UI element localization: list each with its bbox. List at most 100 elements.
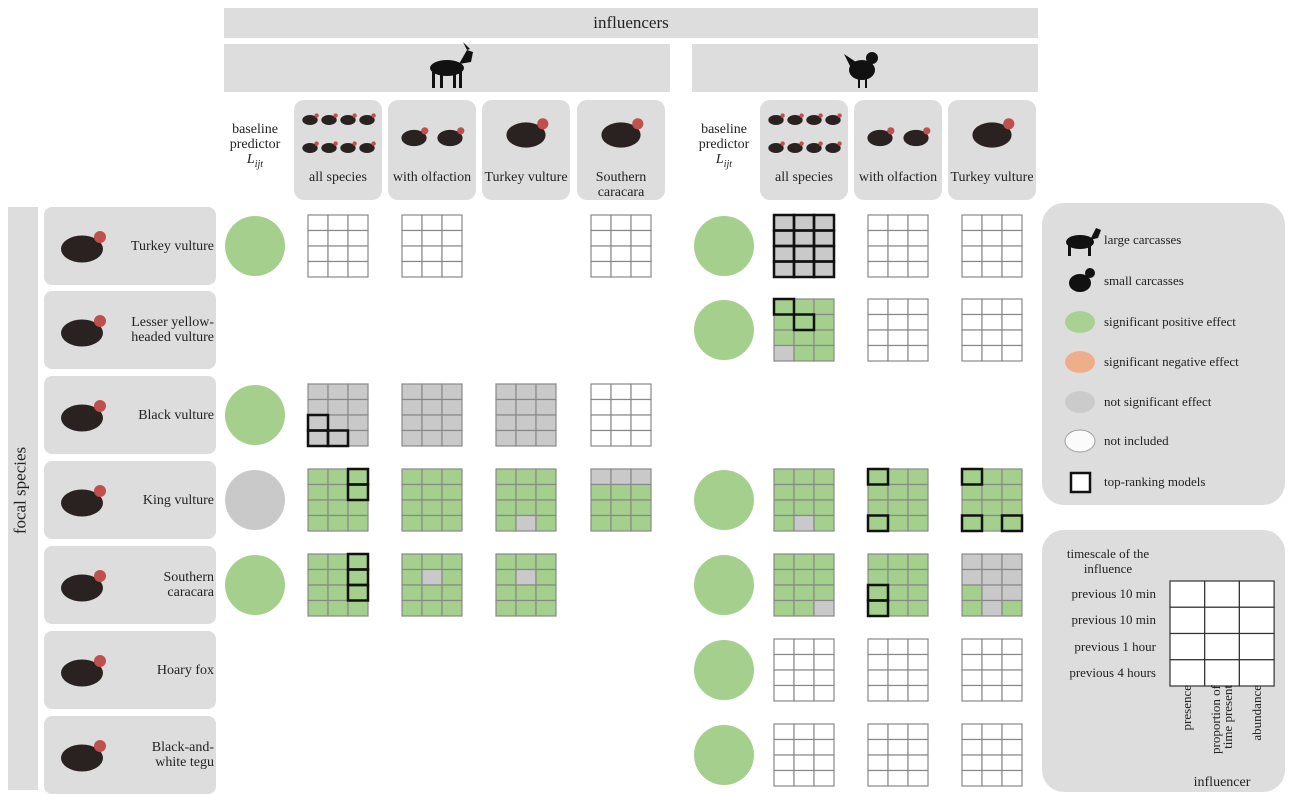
grid-cell (962, 655, 982, 671)
grid-cell (328, 215, 348, 231)
grid-cell (774, 299, 794, 315)
legend-label: significant positive effect (1104, 314, 1279, 329)
grid-cell (962, 215, 982, 231)
grid-cell (536, 554, 556, 570)
grid-cell (308, 431, 328, 447)
grid-cell (328, 485, 348, 501)
grid-cell (982, 771, 1002, 787)
grid-cell (402, 246, 422, 262)
column-box (482, 100, 570, 200)
grid-cell (348, 469, 368, 485)
grid-cell (442, 215, 462, 231)
grid-cell (774, 670, 794, 686)
grid-cell (888, 231, 908, 247)
photo-head (94, 740, 106, 752)
baseline-text: baseline predictor (215, 122, 295, 152)
grid-cell (516, 415, 536, 431)
grid-cell (868, 639, 888, 655)
photo-head (818, 141, 822, 145)
grid-cell (348, 415, 368, 431)
legend-icon (1065, 311, 1095, 333)
grid-cell (982, 601, 1002, 617)
grid-cell (982, 330, 1002, 346)
grid-cell (328, 400, 348, 416)
grid-cell (1002, 740, 1022, 756)
grid-cell (536, 585, 556, 601)
grid-cell (1002, 246, 1022, 262)
goat-leg (1088, 244, 1091, 256)
grid-cell (496, 500, 516, 516)
grid-cell (591, 516, 611, 532)
grid-cell (888, 655, 908, 671)
grid-cell (868, 516, 888, 532)
grid-cell (774, 315, 794, 331)
grid-cell (442, 469, 462, 485)
grid-cell (1002, 346, 1022, 362)
grid-cell (908, 570, 928, 586)
grid-cell (442, 262, 462, 278)
grid-cell (348, 570, 368, 586)
grid-cell (774, 686, 794, 702)
grid-cell (631, 485, 651, 501)
grid-cell (888, 262, 908, 278)
grid-cell (868, 601, 888, 617)
grid-cell (908, 215, 928, 231)
grid-cell (814, 215, 834, 231)
grid-cell (611, 469, 631, 485)
grid-cell (868, 231, 888, 247)
grid-cell (496, 585, 516, 601)
effect-blob (1065, 430, 1095, 452)
photo-head (537, 118, 548, 129)
grid-cell (774, 639, 794, 655)
grid-cell (908, 554, 928, 570)
grid-cell (496, 415, 516, 431)
grid-cell (962, 585, 982, 601)
grid-cell (611, 246, 631, 262)
grid-cell (888, 215, 908, 231)
grid-cell (442, 516, 462, 532)
grid-cell (962, 469, 982, 485)
grid-cell (962, 670, 982, 686)
timescale-cell (1239, 607, 1274, 633)
baseline-dot (225, 470, 285, 530)
grid-cell (794, 330, 814, 346)
grid-cell (982, 485, 1002, 501)
photo-head (314, 141, 318, 145)
grid-cell (814, 346, 834, 362)
grid-cell (962, 500, 982, 516)
grid-cell (814, 246, 834, 262)
baseline-label: baseline predictorLijt (215, 122, 295, 172)
timescale-column: presence (1173, 685, 1201, 765)
grid-cell (308, 554, 328, 570)
legend-label: significant negative effect (1104, 354, 1279, 369)
grid-cell (1002, 771, 1022, 787)
grid-cell (422, 431, 442, 447)
grid-cell (774, 771, 794, 787)
grid-cell (516, 469, 536, 485)
grid-cell (888, 315, 908, 331)
baseline-dot (694, 470, 754, 530)
grid-cell (442, 431, 462, 447)
grid-cell (962, 755, 982, 771)
grid-cell (814, 601, 834, 617)
grid-cell (908, 670, 928, 686)
grid-cell (962, 231, 982, 247)
grid-cell (348, 262, 368, 278)
grid-cell (908, 585, 928, 601)
grid-cell (422, 384, 442, 400)
grid-cell (536, 485, 556, 501)
grid-cell (631, 469, 651, 485)
grid-cell (348, 585, 368, 601)
grid-cell (962, 740, 982, 756)
grid-cell (888, 485, 908, 501)
grid-cell (328, 554, 348, 570)
grid-cell (982, 570, 1002, 586)
grid-cell (496, 400, 516, 416)
grid-cell (308, 485, 328, 501)
photo-head (94, 400, 106, 412)
timescale-row: previous 4 hours (1040, 665, 1156, 680)
grid-cell (611, 384, 631, 400)
column-label: Turkey vulture (948, 170, 1036, 185)
grid-cell (348, 215, 368, 231)
grid-cell (631, 431, 651, 447)
